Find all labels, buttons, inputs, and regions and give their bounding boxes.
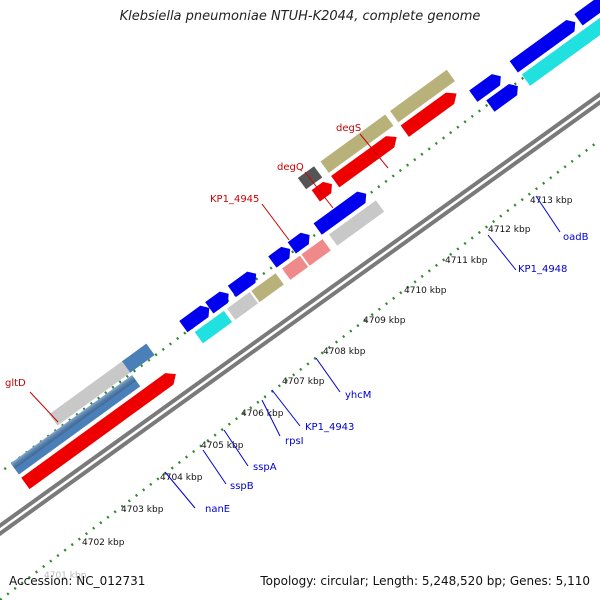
gene-arrow[interactable] [390, 69, 455, 123]
gene-arrow[interactable] [400, 88, 461, 137]
outer-gene-labels: gltD degS degQ KP1_4945 [5, 123, 389, 423]
gene-arrow[interactable] [10, 375, 137, 469]
gene-arrow[interactable] [328, 200, 385, 246]
leader-line [29, 391, 59, 423]
gene-arrow[interactable] [301, 239, 331, 266]
topology-text: Topology: circular; Length: 5,248,520 bp… [260, 574, 590, 588]
gene-arrow[interactable] [313, 188, 371, 235]
gene-label-KP1-4948[interactable]: KP1_4948 [518, 264, 567, 275]
gene-arrow[interactable] [521, 4, 600, 86]
tick-label: 4707 kbp [282, 377, 325, 387]
leader-line [261, 203, 290, 241]
tick-label: 4701 kbp [44, 571, 87, 581]
leader-line [359, 133, 389, 169]
tick-label: 4712 kbp [488, 225, 531, 235]
inner-gene-labels: nanE sspB sspA rpsI KP1_4943 yhcM KP1_49… [164, 195, 589, 515]
leader-line [315, 357, 341, 393]
gene-arrow[interactable] [21, 408, 125, 490]
gene-arrow[interactable] [282, 255, 309, 280]
tick-label: 4703 kbp [121, 505, 164, 515]
gene-arrow[interactable] [227, 268, 260, 298]
leader-line [271, 389, 301, 427]
tick-label: 4705 kbp [201, 441, 244, 451]
gene-label-KP1-4945[interactable]: KP1_4945 [210, 194, 259, 205]
gene-label-degQ[interactable]: degQ [277, 162, 304, 173]
gene-arrow[interactable] [320, 114, 394, 173]
tick-labels: 4701 kbp 4702 kbp 4703 kbp 4704 kbp 4705… [44, 196, 573, 581]
gene-arrow[interactable] [110, 368, 180, 425]
leader-line [304, 171, 334, 209]
gene-arrow[interactable] [469, 71, 505, 102]
gene-label-gltD[interactable]: gltD [5, 378, 26, 389]
gene-arrow[interactable] [179, 302, 213, 333]
leader-line [223, 429, 249, 467]
gene-arrow[interactable] [331, 131, 401, 188]
tick-label: 4711 kbp [445, 256, 488, 266]
tick-label: 4708 kbp [323, 347, 366, 357]
tick-label: 4702 kbp [82, 538, 125, 548]
gene-label-oadB[interactable]: oadB [563, 232, 589, 243]
gene-label-nanE[interactable]: nanE [205, 504, 230, 515]
gene-arrow[interactable] [251, 273, 284, 303]
leader-line [535, 195, 561, 233]
gene-arrow[interactable] [486, 80, 522, 112]
outer-tick-scale [0, 19, 600, 475]
leader-line [164, 471, 196, 509]
gene-label-sspA[interactable]: sspA [253, 462, 277, 473]
tick-label: 4706 kbp [241, 409, 284, 419]
gene-label-KP1-4943[interactable]: KP1_4943 [305, 422, 354, 433]
gene-arrow[interactable] [205, 288, 233, 314]
gene-arrow[interactable] [268, 243, 294, 268]
map-title: Klebsiella pneumoniae NTUH-K2044, comple… [119, 9, 481, 24]
gene-arrow[interactable] [122, 343, 155, 373]
gene-arrow[interactable] [227, 292, 258, 320]
tick-label: 4713 kbp [530, 196, 573, 206]
tick-label: 4710 kbp [404, 286, 447, 296]
leader-line [261, 399, 281, 437]
gene-arrow[interactable] [509, 16, 580, 73]
gene-arrow[interactable] [574, 0, 600, 26]
inner-tick-scale [0, 139, 600, 600]
tick-label: 4709 kbp [363, 316, 406, 326]
gene-label-rpsI[interactable]: rpsI [285, 436, 304, 447]
tick-label: 4704 kbp [160, 473, 203, 483]
gene-label-sspB[interactable]: sspB [230, 481, 254, 492]
gene-label-degS[interactable]: degS [336, 123, 361, 134]
backbone-line-outer [0, 91, 600, 529]
gene-arrow[interactable] [194, 310, 233, 344]
gene-label-yhcM[interactable]: yhcM [345, 390, 371, 401]
backbone-line-inner [0, 99, 600, 537]
accession-text: Accession: NC_012731 [9, 574, 146, 588]
leader-line [202, 449, 227, 485]
leader-line [487, 234, 517, 271]
gene-arrow[interactable] [287, 229, 314, 254]
